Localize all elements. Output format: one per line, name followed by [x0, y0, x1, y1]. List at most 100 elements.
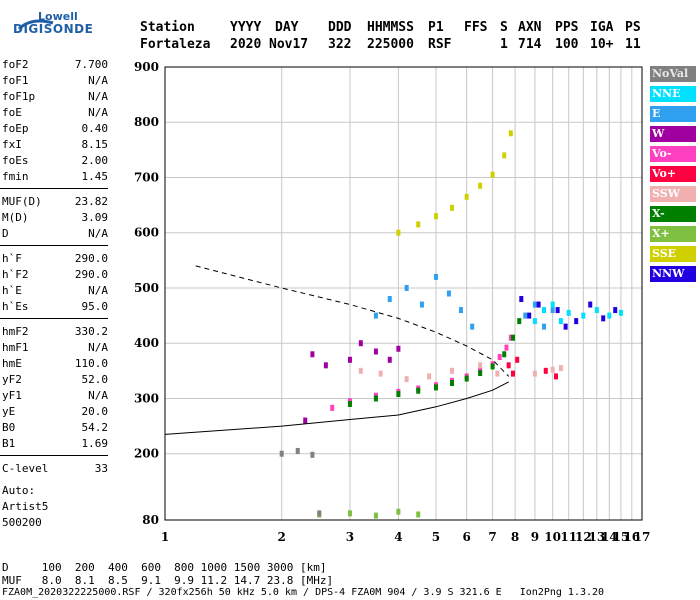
param-separator [0, 318, 108, 319]
param-value: 54.2 [81, 421, 109, 434]
echo-point [515, 356, 520, 363]
echo-point [478, 362, 483, 369]
y-tick-label: 200 [134, 447, 159, 461]
y-tick-label: 900 [134, 60, 159, 74]
echo-point [542, 323, 547, 330]
param-value: 2.00 [81, 154, 109, 167]
x-tick-label: 8 [511, 530, 519, 544]
x-tick-label: 7 [488, 530, 496, 544]
echo-point [607, 312, 612, 319]
param-separator [0, 455, 108, 456]
echo-point [508, 334, 513, 341]
echo-point [478, 370, 483, 377]
logo-digisonde: DIGISONDE [13, 22, 94, 36]
legend-item: Vo+ [650, 166, 696, 182]
param-name: hmF1 [2, 341, 29, 354]
echo-point [416, 221, 421, 228]
param-name: foF1p [2, 90, 36, 103]
x-tick-label: 16 [623, 530, 640, 544]
x-tick-label: 9 [531, 530, 539, 544]
header-value: 714 [518, 37, 542, 52]
echo-point [373, 512, 378, 519]
echo-point [550, 307, 555, 314]
echo-point [450, 367, 455, 374]
param-name: foEs [2, 154, 29, 167]
auto-label: Auto: [2, 484, 36, 497]
x-tick-label: 1 [161, 530, 169, 544]
x-tick-label: 17 [634, 530, 651, 544]
echo-point [555, 307, 560, 314]
legend-item: NNE [650, 86, 696, 102]
x-tick-label: 14 [601, 530, 618, 544]
echo-point [502, 152, 507, 159]
param-value: 52.0 [81, 373, 109, 386]
header-value: 100 [555, 37, 579, 52]
param-value: 3.09 [81, 211, 109, 224]
param-separator [0, 188, 108, 189]
profile-lower-line [164, 381, 509, 435]
profile-upper-line [195, 265, 510, 377]
echo-point [387, 356, 392, 363]
x-tick-label: 12 [575, 530, 592, 544]
param-name: h`F [2, 252, 22, 265]
echo-point [510, 370, 515, 377]
legend-item: W [650, 126, 696, 142]
param-name: fmin [2, 170, 29, 183]
echo-point [495, 370, 500, 377]
echo-point [574, 318, 579, 325]
param-value: 23.82 [74, 195, 108, 208]
header-label: HHMMSS [367, 20, 414, 35]
param-name: B0 [2, 421, 16, 434]
header-value: 11 [625, 37, 641, 52]
echo-point [502, 351, 507, 358]
param-name: hmF2 [2, 325, 29, 338]
echo-point [519, 296, 524, 303]
echo-point [464, 193, 469, 200]
echo-point [601, 315, 606, 322]
echo-point [347, 356, 352, 363]
auto-code: 500200 [2, 516, 42, 529]
echo-point [543, 367, 548, 374]
echo-point [404, 376, 409, 383]
legend-item: NoVal [650, 66, 696, 82]
echo-point [347, 400, 352, 407]
legend-item: SSW [650, 186, 696, 202]
param-separator [0, 245, 108, 246]
echo-point [419, 301, 424, 308]
echo-point [373, 395, 378, 402]
param-value: 95.0 [81, 300, 109, 313]
echo-point [517, 318, 522, 325]
param-value: N/A [88, 227, 108, 240]
header-value: 322 [328, 37, 352, 52]
echo-point [396, 345, 401, 352]
echo-point [550, 366, 555, 373]
echo-point [450, 204, 455, 211]
echo-point [497, 354, 502, 361]
y-tick-label: 400 [134, 336, 159, 350]
echo-point [416, 511, 421, 518]
echo-point [416, 387, 421, 394]
param-name: B1 [2, 437, 16, 450]
header-value: 225000 [367, 37, 414, 52]
header-label: AXN [518, 20, 542, 35]
header-value: 1 [500, 37, 508, 52]
y-tick-label: 500 [134, 281, 159, 295]
header-label: S [500, 20, 508, 35]
param-value: N/A [88, 341, 108, 354]
echo-point [358, 340, 363, 347]
echo-point [347, 510, 352, 517]
echo-point [478, 182, 483, 189]
x-tick-label: 10 [544, 530, 561, 544]
header-label: IGA [590, 20, 614, 35]
header-value: Nov17 [269, 37, 309, 52]
x-tick-label: 13 [588, 530, 605, 544]
echo-point [594, 307, 599, 314]
param-value: 20.0 [81, 405, 109, 418]
header-value: RSF [428, 37, 452, 52]
header-label: Station [140, 20, 195, 35]
echo-point [618, 309, 623, 316]
legend-item: NNW [650, 266, 696, 282]
echo-point [279, 450, 284, 457]
x-tick-label: 15 [613, 530, 630, 544]
echo-point [317, 510, 322, 517]
